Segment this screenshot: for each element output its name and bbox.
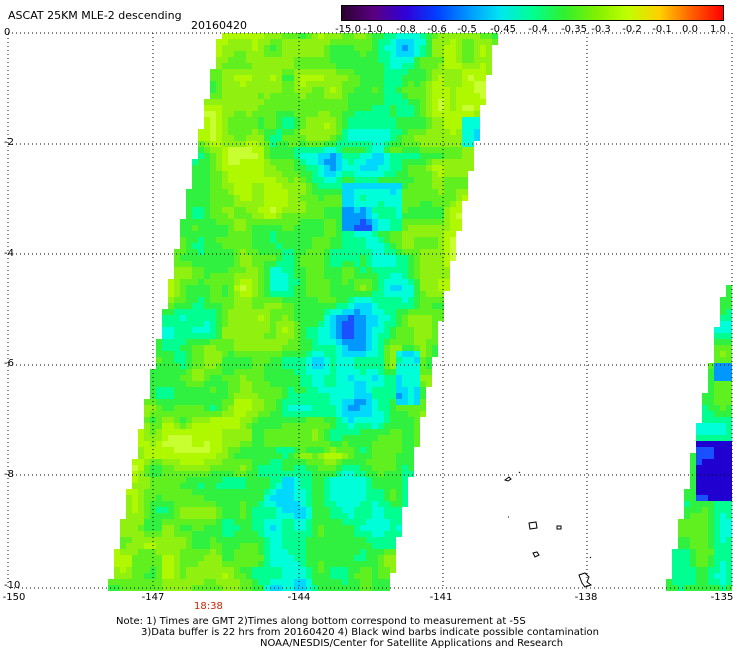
lat-label: -10 bbox=[4, 580, 21, 591]
lat-label: -2 bbox=[4, 137, 14, 148]
lat-lon-grid bbox=[8, 33, 732, 588]
lon-label: -150 bbox=[2, 592, 26, 603]
colorbar-label: -0.5 bbox=[457, 24, 477, 35]
lat-label: 0 bbox=[4, 27, 11, 38]
map-frame bbox=[7, 32, 733, 589]
colorbar-label: -1.0 bbox=[363, 24, 383, 35]
note-line-3: NOAA/NESDIS/Center for Satellite Applica… bbox=[260, 638, 564, 649]
map-title: ASCAT 25KM MLE-2 descending bbox=[8, 9, 182, 22]
colorbar-label: 1.0 bbox=[710, 24, 726, 35]
island-outline bbox=[528, 521, 538, 530]
colorbar-label: -0.2 bbox=[622, 24, 642, 35]
lon-label: -135 bbox=[710, 592, 734, 603]
island-outline bbox=[578, 572, 593, 588]
colorbar-label: -0.4 bbox=[528, 24, 548, 35]
lon-label: -141 bbox=[429, 592, 453, 603]
colorbar-label: 0.0 bbox=[682, 24, 698, 35]
island-outline bbox=[532, 551, 540, 558]
lat-label: -6 bbox=[4, 358, 14, 369]
colorbar bbox=[341, 5, 724, 21]
colorbar-label: -0.35 bbox=[561, 24, 587, 35]
colorbar-label: -0.6 bbox=[427, 24, 447, 35]
island-outlines bbox=[503, 471, 593, 588]
swath-time-label: 18:38 bbox=[194, 601, 223, 612]
lat-label: -4 bbox=[4, 248, 14, 259]
island-outline bbox=[503, 476, 512, 482]
lon-label: -147 bbox=[141, 592, 165, 603]
ascat-swath bbox=[108, 33, 498, 591]
lat-label: -8 bbox=[4, 469, 14, 480]
map-date: 20160420 bbox=[191, 19, 247, 32]
colorbar-label: -0.1 bbox=[652, 24, 672, 35]
island-outline bbox=[518, 471, 521, 474]
lon-label: -138 bbox=[574, 592, 598, 603]
colorbar-label: -0.3 bbox=[591, 24, 611, 35]
note-line-1: Note: 1) Times are GMT 2)Times along bot… bbox=[116, 616, 526, 627]
lon-label: -144 bbox=[287, 592, 311, 603]
colorbar-label: -0.45 bbox=[490, 24, 516, 35]
colorbar-labels: -15.0 -1.0 -0.8 -0.6 -0.5 -0.45 -0.4 -0.… bbox=[0, 24, 740, 38]
ascat-swath-east bbox=[666, 285, 732, 591]
island-outline bbox=[556, 525, 562, 530]
colorbar-label: -0.8 bbox=[396, 24, 416, 35]
island-outline bbox=[589, 556, 592, 559]
note-line-2: 3)Data buffer is 22 hrs from 20160420 4)… bbox=[141, 627, 599, 638]
colorbar-label: -15.0 bbox=[335, 24, 361, 35]
